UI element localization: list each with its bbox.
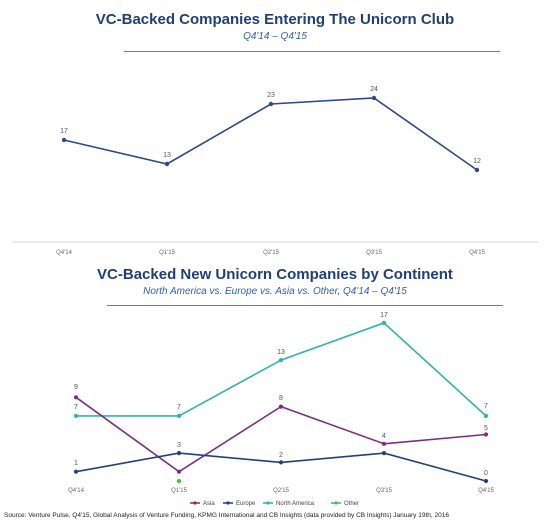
chart2-point-asia [381,441,387,446]
chart1-data-label: 17 [60,128,68,135]
chart1-plot: Q4'14 Q1'15 Q2'15 Q3'15 Q4'15 17 13 23 2… [12,86,538,256]
chart1-data-label: 13 [163,152,171,159]
chart2-label-europe: 0 [484,470,488,477]
chart2-label-na: 7 [177,404,181,411]
chart1-data-label: 12 [473,158,481,165]
chart2-point-europe [278,460,284,465]
legend-label-other: Other [344,501,359,507]
chart2-tick-q215: Q2'15 [273,488,289,494]
legend-label-north-america: North America [276,501,315,507]
chart2-tick-q315: Q3'15 [376,488,392,494]
chart2-label-asia: 4 [382,433,386,440]
chart2-point-north-america [483,413,489,418]
source-note: Source: Venture Pulse, Q4'15, Global Ana… [4,512,449,519]
chart1-tick-q315: Q3'15 [366,250,382,256]
chart2-point-asia [483,432,489,437]
legend-marker-north-america [266,501,270,505]
chart2-point-other [176,478,182,484]
chart2-label-asia: 5 [484,425,488,432]
chart2-label-asia: 9 [74,384,78,391]
chart2-title-rule [107,305,503,306]
chart1-tick-q415: Q4'15 [469,250,485,256]
chart2-label-na: 7 [74,404,78,411]
legend-label-europe: Europe [236,501,256,507]
chart1-subtitle: Q4'14 – Q4'15 [243,31,307,42]
chart2-point-europe [73,469,79,474]
chart2-tick-q415: Q4'15 [478,488,494,494]
chart2-title: VC-Backed New Unicorn Companies by Conti… [97,266,453,283]
chart2-subtitle: North America vs. Europe vs. Asia vs. Ot… [143,286,407,297]
chart1-tick-q215: Q2'15 [263,250,279,256]
chart2-point-north-america [73,413,79,418]
chart2-tick-q115: Q1'15 [171,488,187,494]
chart2-point-europe [176,451,182,456]
chart2-point-europe [483,478,489,484]
chart2-point-europe [381,451,387,456]
chart2-label-na: 7 [484,403,488,410]
legend-marker-europe [226,501,230,505]
chart2-point-north-america [176,413,182,418]
chart1-data-label: 23 [267,92,275,99]
chart1-title-rule [124,51,500,52]
chart2-label-na: 17 [380,312,388,319]
chart1-data-point [268,101,274,107]
chart2-point-north-america [278,358,284,363]
chart2-label-na: 13 [277,349,285,356]
chart2-legend: Asia Europe North America Other [190,501,359,507]
chart2-tick-q414: Q4'14 [68,488,84,494]
chart1-data-label: 24 [370,86,378,93]
chart1-data-point [371,95,377,101]
legend-marker-other [334,501,338,505]
chart2-point-north-america [381,320,387,325]
chart1-tick-q414: Q4'14 [56,250,72,256]
chart1-data-point [474,167,480,173]
legend-marker-asia [193,501,197,505]
chart2-label-europe: 2 [279,452,283,459]
chart2-label-europe: 1 [74,460,78,467]
chart1-data-point [61,137,67,143]
chart1-tick-q115: Q1'15 [159,250,175,256]
legend-label-asia: Asia [203,501,215,507]
chart2-label-europe: 3 [177,442,181,449]
chart2-point-asia [176,469,182,474]
chart1-data-point [164,161,170,167]
chart1-title: VC-Backed Companies Entering The Unicorn… [95,11,455,28]
chart2-point-asia [73,395,79,400]
chart2-point-asia [278,404,284,409]
chart2-label-asia: 8 [279,395,283,402]
